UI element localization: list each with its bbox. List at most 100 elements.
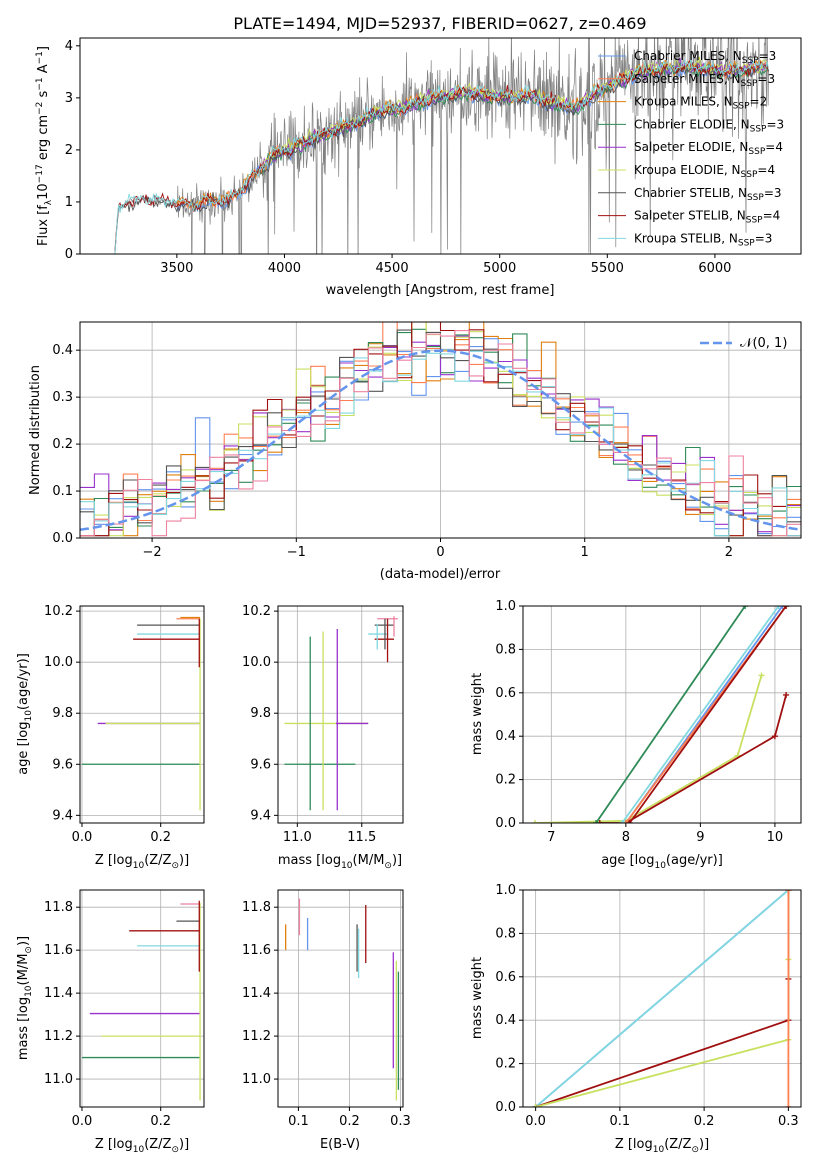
x-axis-label-part: Z [log xyxy=(95,853,133,868)
y-tick-label: 9.8 xyxy=(250,706,271,721)
x-tick-label: 4000 xyxy=(268,261,301,276)
x-axis-label: wavelength [Angstrom, rest frame] xyxy=(326,283,555,298)
age_vs_mass-plot xyxy=(284,616,398,811)
legend-entry: 𝒩(0, 1) xyxy=(740,336,787,351)
x-axis-label-part: ⊙ xyxy=(171,861,179,871)
y-axis-label-part: erg cm xyxy=(36,115,51,164)
y-tick-label: 0 xyxy=(65,247,73,262)
legend-val: =4 xyxy=(765,140,783,154)
legend-name: Salpeter MILES, N xyxy=(634,72,741,86)
legend-entry: Kroupa ELODIE, NSSP=4 xyxy=(634,163,775,180)
y-tick-label: 0.0 xyxy=(495,816,516,831)
legend-sub: SSP xyxy=(742,56,759,66)
x-tick-label: 0.0 xyxy=(72,1114,93,1129)
x-axis-label-part: age [log xyxy=(601,853,654,868)
y-tick-label: 1.0 xyxy=(495,883,516,898)
residuals-frame: −2 −1 0 1 2 0.0 0.1 0.2 0.3 0.4 xyxy=(52,321,802,560)
legend-val: =4 xyxy=(757,163,775,177)
y-tick-label: 10.0 xyxy=(242,655,271,670)
y-axis-label-part: ] xyxy=(36,46,51,51)
y-axis-label: Normed distribution xyxy=(28,365,43,495)
legend-val: =3 xyxy=(757,72,775,86)
x-axis-label: mass [log10(M/M⊙)] xyxy=(278,853,402,871)
y-tick-label: 11.0 xyxy=(44,1072,73,1087)
x-axis-label-part: 10 xyxy=(653,1145,665,1155)
y-axis-label-part: 10 xyxy=(36,183,51,200)
y-tick-label: 11.6 xyxy=(242,943,271,958)
legend-sub: SSP xyxy=(750,124,767,134)
x-tick-label: 9 xyxy=(696,830,704,845)
mass_vs_Z-plot xyxy=(81,900,201,1101)
series-line-kroupa_stelib xyxy=(621,606,780,823)
legend-name: Kroupa MILES, N xyxy=(634,95,733,109)
y-axis-label-part: −17 xyxy=(35,164,45,183)
y-tick-label: 0.2 xyxy=(52,437,73,452)
series-marker-kroupa_elodie xyxy=(531,820,538,823)
series-marker-chabrier_miles xyxy=(779,606,786,609)
histogram-plot xyxy=(80,322,801,537)
axes-frame xyxy=(79,37,802,255)
y-tick-label: 0.6 xyxy=(495,686,516,701)
legend-sub: SSP xyxy=(741,170,758,180)
x-axis-label-part: 10 xyxy=(654,861,666,871)
y-tick-label: 0.1 xyxy=(52,484,73,499)
y-tick-label: 11.0 xyxy=(242,1072,271,1087)
series-marker-salpeter_miles xyxy=(622,820,629,823)
series-line-kroupa_elodie xyxy=(534,675,763,823)
x-tick-label: 0.3 xyxy=(390,1114,411,1129)
y-axis-label: mass weight xyxy=(470,957,485,1039)
y-tick-label: 0.0 xyxy=(495,1100,516,1115)
series-marker-salpeter_miles xyxy=(785,1104,792,1107)
x-axis-label: (data-model)/error xyxy=(380,567,501,582)
x-tick-label: 0.2 xyxy=(150,830,171,845)
x-axis-label-part: ⊙ xyxy=(171,1145,179,1155)
legend-entry: Salpeter STELIB, NSSP=4 xyxy=(634,209,780,226)
y-axis-label-part: age [log xyxy=(16,722,31,775)
x-axis-label-part: )] xyxy=(179,1137,189,1152)
series-marker-chabrier_elodie xyxy=(742,606,749,609)
legend-val: =3 xyxy=(759,49,777,63)
x-tick-label: 0.1 xyxy=(610,1114,631,1129)
x-axis-label-part: (age/yr)] xyxy=(666,853,723,868)
series-marker-kroupa_stelib xyxy=(775,606,782,609)
x-tick-label: 7 xyxy=(547,830,555,845)
y-tick-label: 0.4 xyxy=(52,343,73,358)
x-axis-label-part: 10 xyxy=(133,1145,145,1155)
y-tick-label: 11.8 xyxy=(44,900,73,915)
y-tick-label: 1 xyxy=(65,195,73,210)
x-axis-label-part: 10 xyxy=(341,861,353,871)
mass_vs_ebv-axes xyxy=(278,890,403,1107)
x-tick-label: 6000 xyxy=(698,261,731,276)
y-tick-label: 1.0 xyxy=(495,599,516,614)
x-tick-label: 0.3 xyxy=(778,1114,799,1129)
y-tick-label: 11.4 xyxy=(44,986,73,1001)
legend-sub: SSP xyxy=(741,79,758,89)
model-line-chabrier_stelib xyxy=(114,62,769,254)
series-marker-salpeter_stelib xyxy=(783,606,790,609)
legend-sub: SSP xyxy=(738,238,755,248)
y-axis-label-part: −1 xyxy=(35,77,45,90)
chart-title: PLATE=1494, MJD=52937, FIBERID=0627, z=0… xyxy=(233,14,646,33)
y-axis-label: Flux [fλ10−17 erg cm−2 s−1 A−1] xyxy=(35,46,54,246)
y-tick-label: 0.2 xyxy=(495,1057,516,1072)
x-tick-label: 5000 xyxy=(483,261,516,276)
histogram-step-chabrier_stelib xyxy=(80,329,801,537)
age_vs_mass-frame: 11.0 11.5 9.4 9.6 9.8 10.0 10.2 xyxy=(242,604,404,845)
y-tick-label: 0.4 xyxy=(495,729,516,744)
y-axis-label-part: λ xyxy=(44,199,54,205)
axes-frame xyxy=(79,605,205,824)
x-tick-label: 0.2 xyxy=(694,1114,715,1129)
legend-sub: SSP xyxy=(733,102,750,112)
x-tick-label: 0 xyxy=(436,545,444,560)
y-tick-label: 0.3 xyxy=(52,390,73,405)
series-marker-kroupa_stelib xyxy=(619,820,626,823)
axes-frame xyxy=(79,889,205,1108)
series-marker-salpeter_stelib xyxy=(626,820,633,823)
x-axis-label-part: mass [log xyxy=(278,853,341,868)
y-axis-label-part: Flux [f xyxy=(36,205,51,246)
spectrum-plot xyxy=(114,38,769,254)
x-axis-label: Z [log10(Z/Z⊙)] xyxy=(95,853,189,871)
y-tick-label: 9.6 xyxy=(52,757,73,772)
x-axis-label-part: )] xyxy=(392,853,402,868)
